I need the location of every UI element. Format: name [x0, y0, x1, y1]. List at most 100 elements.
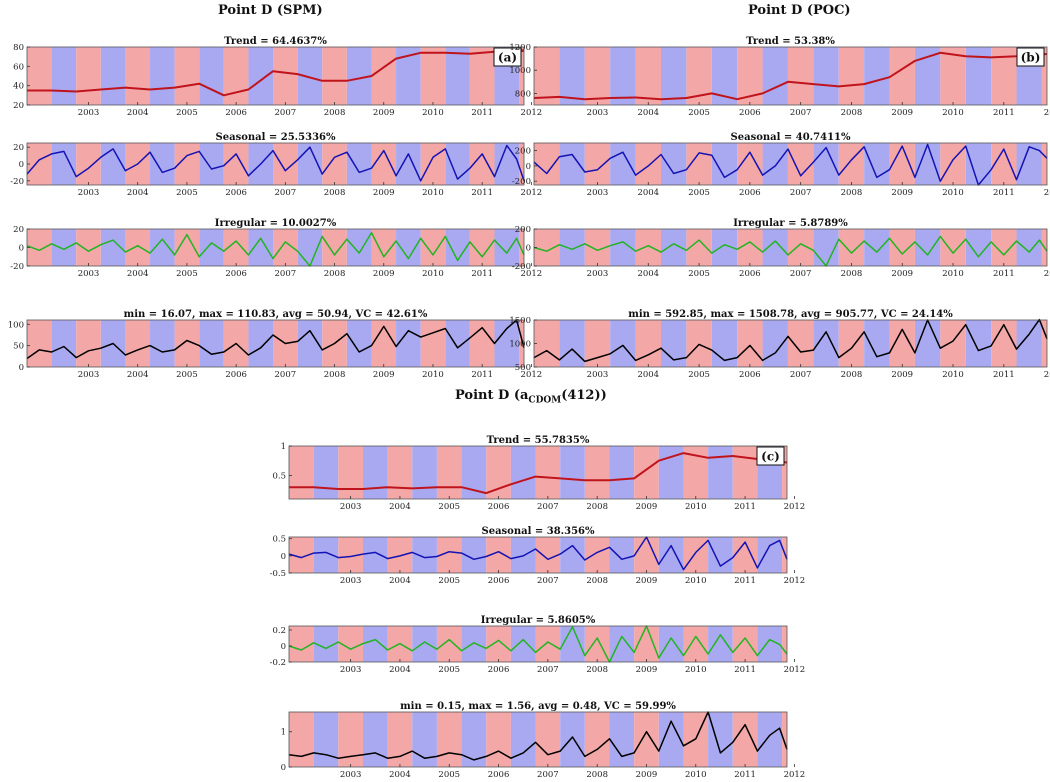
season-band [708, 537, 733, 573]
season-band [838, 320, 865, 367]
season-band [362, 446, 388, 499]
x-tick-label: 2010 [942, 108, 964, 118]
season-band [635, 320, 661, 367]
x-tick-label: 2012 [784, 665, 806, 675]
x-tick-label: 2010 [422, 269, 444, 279]
season-band [1016, 229, 1042, 266]
season-band [486, 712, 511, 767]
season-band [864, 320, 890, 367]
y-tick-label: -20 [10, 262, 24, 272]
season-band [387, 712, 413, 767]
season-band [965, 320, 992, 367]
season-band [51, 320, 77, 367]
panel-title: Trend = 53.38% [746, 36, 835, 47]
x-tick-label: 2012 [521, 108, 543, 118]
x-tick-label: 2008 [586, 576, 608, 586]
x-tick-label: 2012 [521, 370, 543, 380]
season-band [199, 47, 224, 105]
season-band [658, 626, 684, 662]
season-band [787, 47, 814, 105]
panel-frame [26, 46, 525, 106]
season-band [322, 47, 347, 105]
season-band [436, 446, 462, 499]
group-title-cdom: Point D (aCDOM(412)) [455, 388, 607, 406]
x-tick-label: 2009 [891, 370, 913, 380]
season-band [560, 626, 585, 662]
x-tick-label: 2004 [127, 370, 149, 380]
panel-title: Trend = 64.4637% [224, 36, 327, 47]
season-band [991, 229, 1017, 266]
season-band [51, 229, 77, 266]
panel-title: Irregular = 10.0027% [215, 218, 337, 229]
panel-irregular-1: Irregular = 5.8789% -200 0 200 2003 2004 2005 2… [512, 218, 1050, 279]
season-band [469, 47, 495, 105]
x-tick-label: 2005 [176, 188, 198, 198]
x-tick-label: 2005 [688, 269, 710, 279]
season-band [535, 626, 561, 662]
season-band [584, 143, 611, 185]
season-band [762, 47, 788, 105]
x-tick-label: 2011 [993, 370, 1015, 380]
season-band [708, 446, 733, 499]
y-tick-label: 0 [19, 160, 24, 170]
season-band [313, 712, 339, 767]
x-tick-label: 2005 [176, 108, 198, 118]
x-tick-label: 2005 [438, 576, 460, 586]
season-band [420, 229, 446, 266]
x-tick-label: 2007 [275, 370, 297, 380]
season-band [762, 229, 788, 266]
panel-frame [288, 711, 788, 768]
x-tick-label: 2005 [688, 188, 710, 198]
season-band [660, 143, 687, 185]
season-band [914, 143, 941, 185]
season-band [889, 143, 915, 185]
season-band [584, 626, 610, 662]
x-tick-label: 2005 [688, 370, 710, 380]
season-band [838, 47, 865, 105]
x-tick-label: 2004 [637, 188, 659, 198]
season-band [322, 143, 347, 185]
season-band [634, 712, 659, 767]
x-tick-label: 2004 [637, 269, 659, 279]
x-tick-label: 2005 [176, 370, 198, 380]
panel-raw-0: min = 16.07, max = 110.83, avg = 50.94, … [8, 309, 542, 380]
season-band [387, 446, 413, 499]
x-tick-label: 2003 [340, 665, 362, 675]
panel-title: Seasonal = 38.356% [481, 526, 595, 537]
season-band [711, 143, 738, 185]
x-tick-label: 2006 [488, 665, 510, 675]
x-tick-label: 2012 [784, 770, 806, 780]
season-band [313, 446, 339, 499]
season-band [708, 712, 733, 767]
x-tick-label: 2010 [942, 269, 964, 279]
season-band [486, 446, 511, 499]
x-tick-label: 2009 [373, 370, 395, 380]
season-band [519, 143, 524, 185]
season-band [396, 143, 421, 185]
series-line-raw [533, 318, 1048, 363]
season-band [732, 626, 758, 662]
panel-title: min = 16.07, max = 110.83, avg = 50.94, … [124, 309, 428, 320]
x-tick-label: 2010 [422, 370, 444, 380]
panel-title: Trend = 55.7835% [487, 435, 590, 446]
y-tick-label: -0.2 [270, 658, 286, 668]
x-tick-label: 2008 [324, 188, 346, 198]
x-tick-label: 2007 [790, 370, 812, 380]
x-tick-label: 2006 [739, 108, 761, 118]
season-band [584, 712, 610, 767]
season-band [289, 712, 314, 767]
season-band [371, 229, 397, 266]
x-tick-label: 2003 [340, 502, 362, 512]
series-line-trend [533, 51, 1048, 101]
x-tick-label: 2011 [471, 108, 493, 118]
season-band [510, 626, 536, 662]
panel-frame [533, 142, 1048, 186]
y-tick-label: 500 [515, 363, 531, 373]
x-tick-label: 2007 [275, 188, 297, 198]
x-tick-label: 2007 [537, 502, 559, 512]
season-band [51, 143, 77, 185]
x-tick-label: 2003 [587, 108, 609, 118]
panel-frame [288, 445, 788, 500]
x-tick-label: 2012 [1044, 269, 1050, 279]
